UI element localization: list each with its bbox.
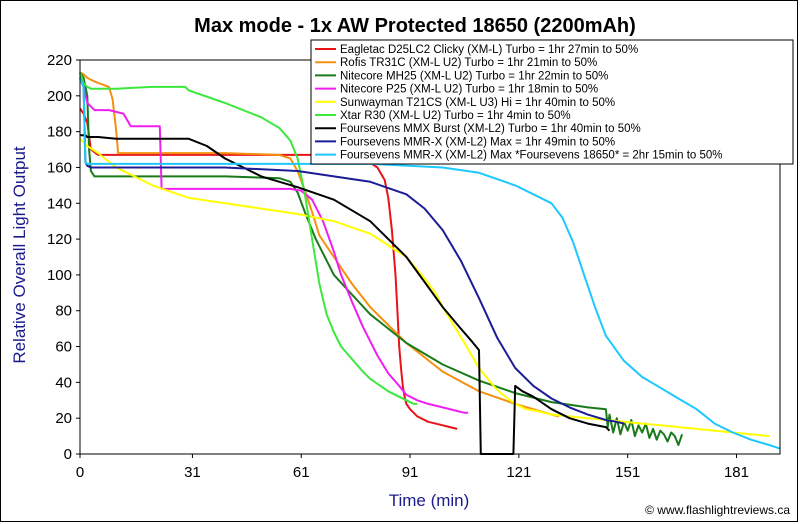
series-line-9	[79, 77, 781, 450]
x-tick-label: 61	[293, 464, 310, 481]
chart-title: Max mode - 1x AW Protected 18650 (2200mA…	[194, 15, 636, 37]
legend: Eagletac D25LC2 Clicky (XM-L) Turbo = 1h…	[310, 39, 794, 165]
series-line-3	[79, 71, 684, 446]
legend-entry: Nitecore MH25 (XM-L U2) Turbo = 1hr 22mi…	[340, 70, 608, 82]
legend-entry: Xtar R30 (XM-L U2) Turbo = 1hr 4min to 5…	[340, 110, 571, 122]
x-tick-label: 121	[506, 464, 531, 481]
series-line-5	[79, 138, 770, 438]
series-lines	[79, 71, 781, 455]
y-tick-label: 100	[47, 267, 72, 284]
y-tick-label: 160	[47, 159, 72, 176]
x-tick-label: 181	[724, 464, 749, 481]
x-axis-label: Time (min)	[389, 491, 470, 510]
x-tick-label: 0	[76, 464, 84, 481]
legend-entry: Foursevens MMX Burst (XM-L2) Turbo = 1hr…	[340, 123, 641, 135]
legend-box	[310, 39, 794, 165]
series-line-8	[79, 77, 625, 425]
y-tick-label: 60	[55, 339, 72, 356]
y-tick-label: 20	[55, 410, 72, 427]
y-axis-label: Relative Overall Light Output	[10, 146, 29, 364]
y-tick-label: 0	[64, 446, 72, 463]
series-line-7	[80, 134, 611, 455]
y-tick-label: 180	[47, 124, 72, 141]
legend-entry: Foursevens MMR-X (XM-L2) Max = 1hr 49min…	[340, 136, 615, 148]
y-tick-label: 220	[47, 52, 72, 69]
legend-entry: Sunwayman T21CS (XM-L U3) Hi = 1hr 40min…	[340, 97, 615, 109]
series-line-4	[79, 72, 469, 414]
y-tick-label: 40	[55, 374, 72, 391]
x-axis-ticks: 0 31 61 91 121 151 181	[76, 454, 749, 481]
y-tick-label: 80	[55, 303, 72, 320]
legend-entry: Foursevens MMR-X (XM-L2) Max *Foursevens…	[340, 150, 723, 162]
legend-entry: Nitecore P25 (XM-L U2) Turbo = 1hr 18min…	[340, 84, 598, 96]
x-tick-label: 91	[402, 464, 419, 481]
series-line-6	[79, 72, 418, 405]
y-tick-label: 200	[47, 88, 72, 105]
credit-text: © www.flashlightreviews.ca	[645, 503, 790, 517]
y-tick-label: 120	[47, 231, 72, 248]
x-tick-label: 31	[184, 464, 201, 481]
legend-entry: Rofis TR31C (XM-L U2) Turbo = 1hr 21min …	[340, 57, 597, 69]
x-tick-label: 151	[615, 464, 640, 481]
series-line-1	[79, 107, 458, 430]
y-tick-label: 140	[47, 195, 72, 212]
legend-entry: Eagletac D25LC2 Clicky (XM-L) Turbo = 1h…	[340, 44, 638, 56]
y-axis-ticks: 0 20 40 60 80 100 120 140 160 180 200 220	[47, 52, 80, 463]
